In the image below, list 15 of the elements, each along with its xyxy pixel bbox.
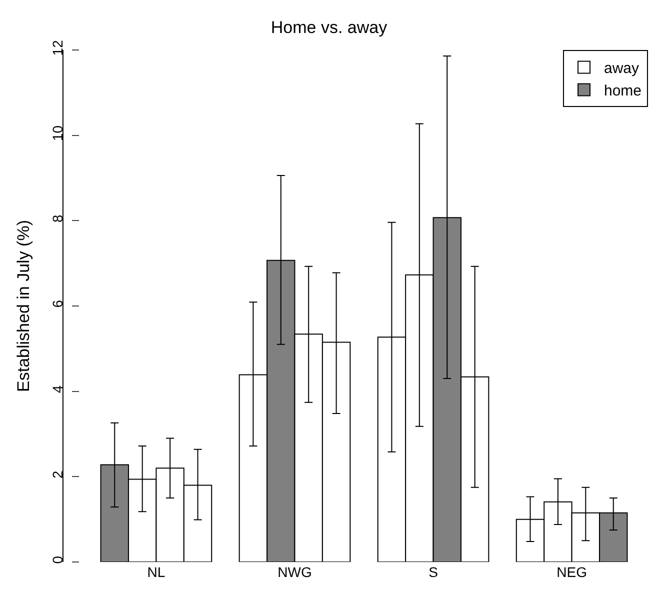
x-tick-label: NWG: [278, 564, 312, 580]
y-tick-label: 0: [49, 556, 66, 564]
y-tick-label: 8: [49, 214, 66, 222]
x-tick-label: S: [428, 564, 438, 580]
chart-title: Home vs. away: [270, 18, 388, 38]
x-tick-label: NL: [147, 564, 166, 580]
legend-label: home: [604, 82, 642, 100]
y-tick-label: 6: [49, 300, 66, 308]
y-tick-label: 2: [49, 470, 66, 478]
y-axis-title: Established in July (%): [14, 220, 33, 392]
legend-label: away: [604, 60, 640, 78]
y-tick-label: 10: [49, 125, 66, 142]
y-tick-label: 12: [49, 40, 66, 56]
y-tick-label: 4: [49, 385, 66, 394]
x-tick-label: NEG: [556, 564, 587, 580]
